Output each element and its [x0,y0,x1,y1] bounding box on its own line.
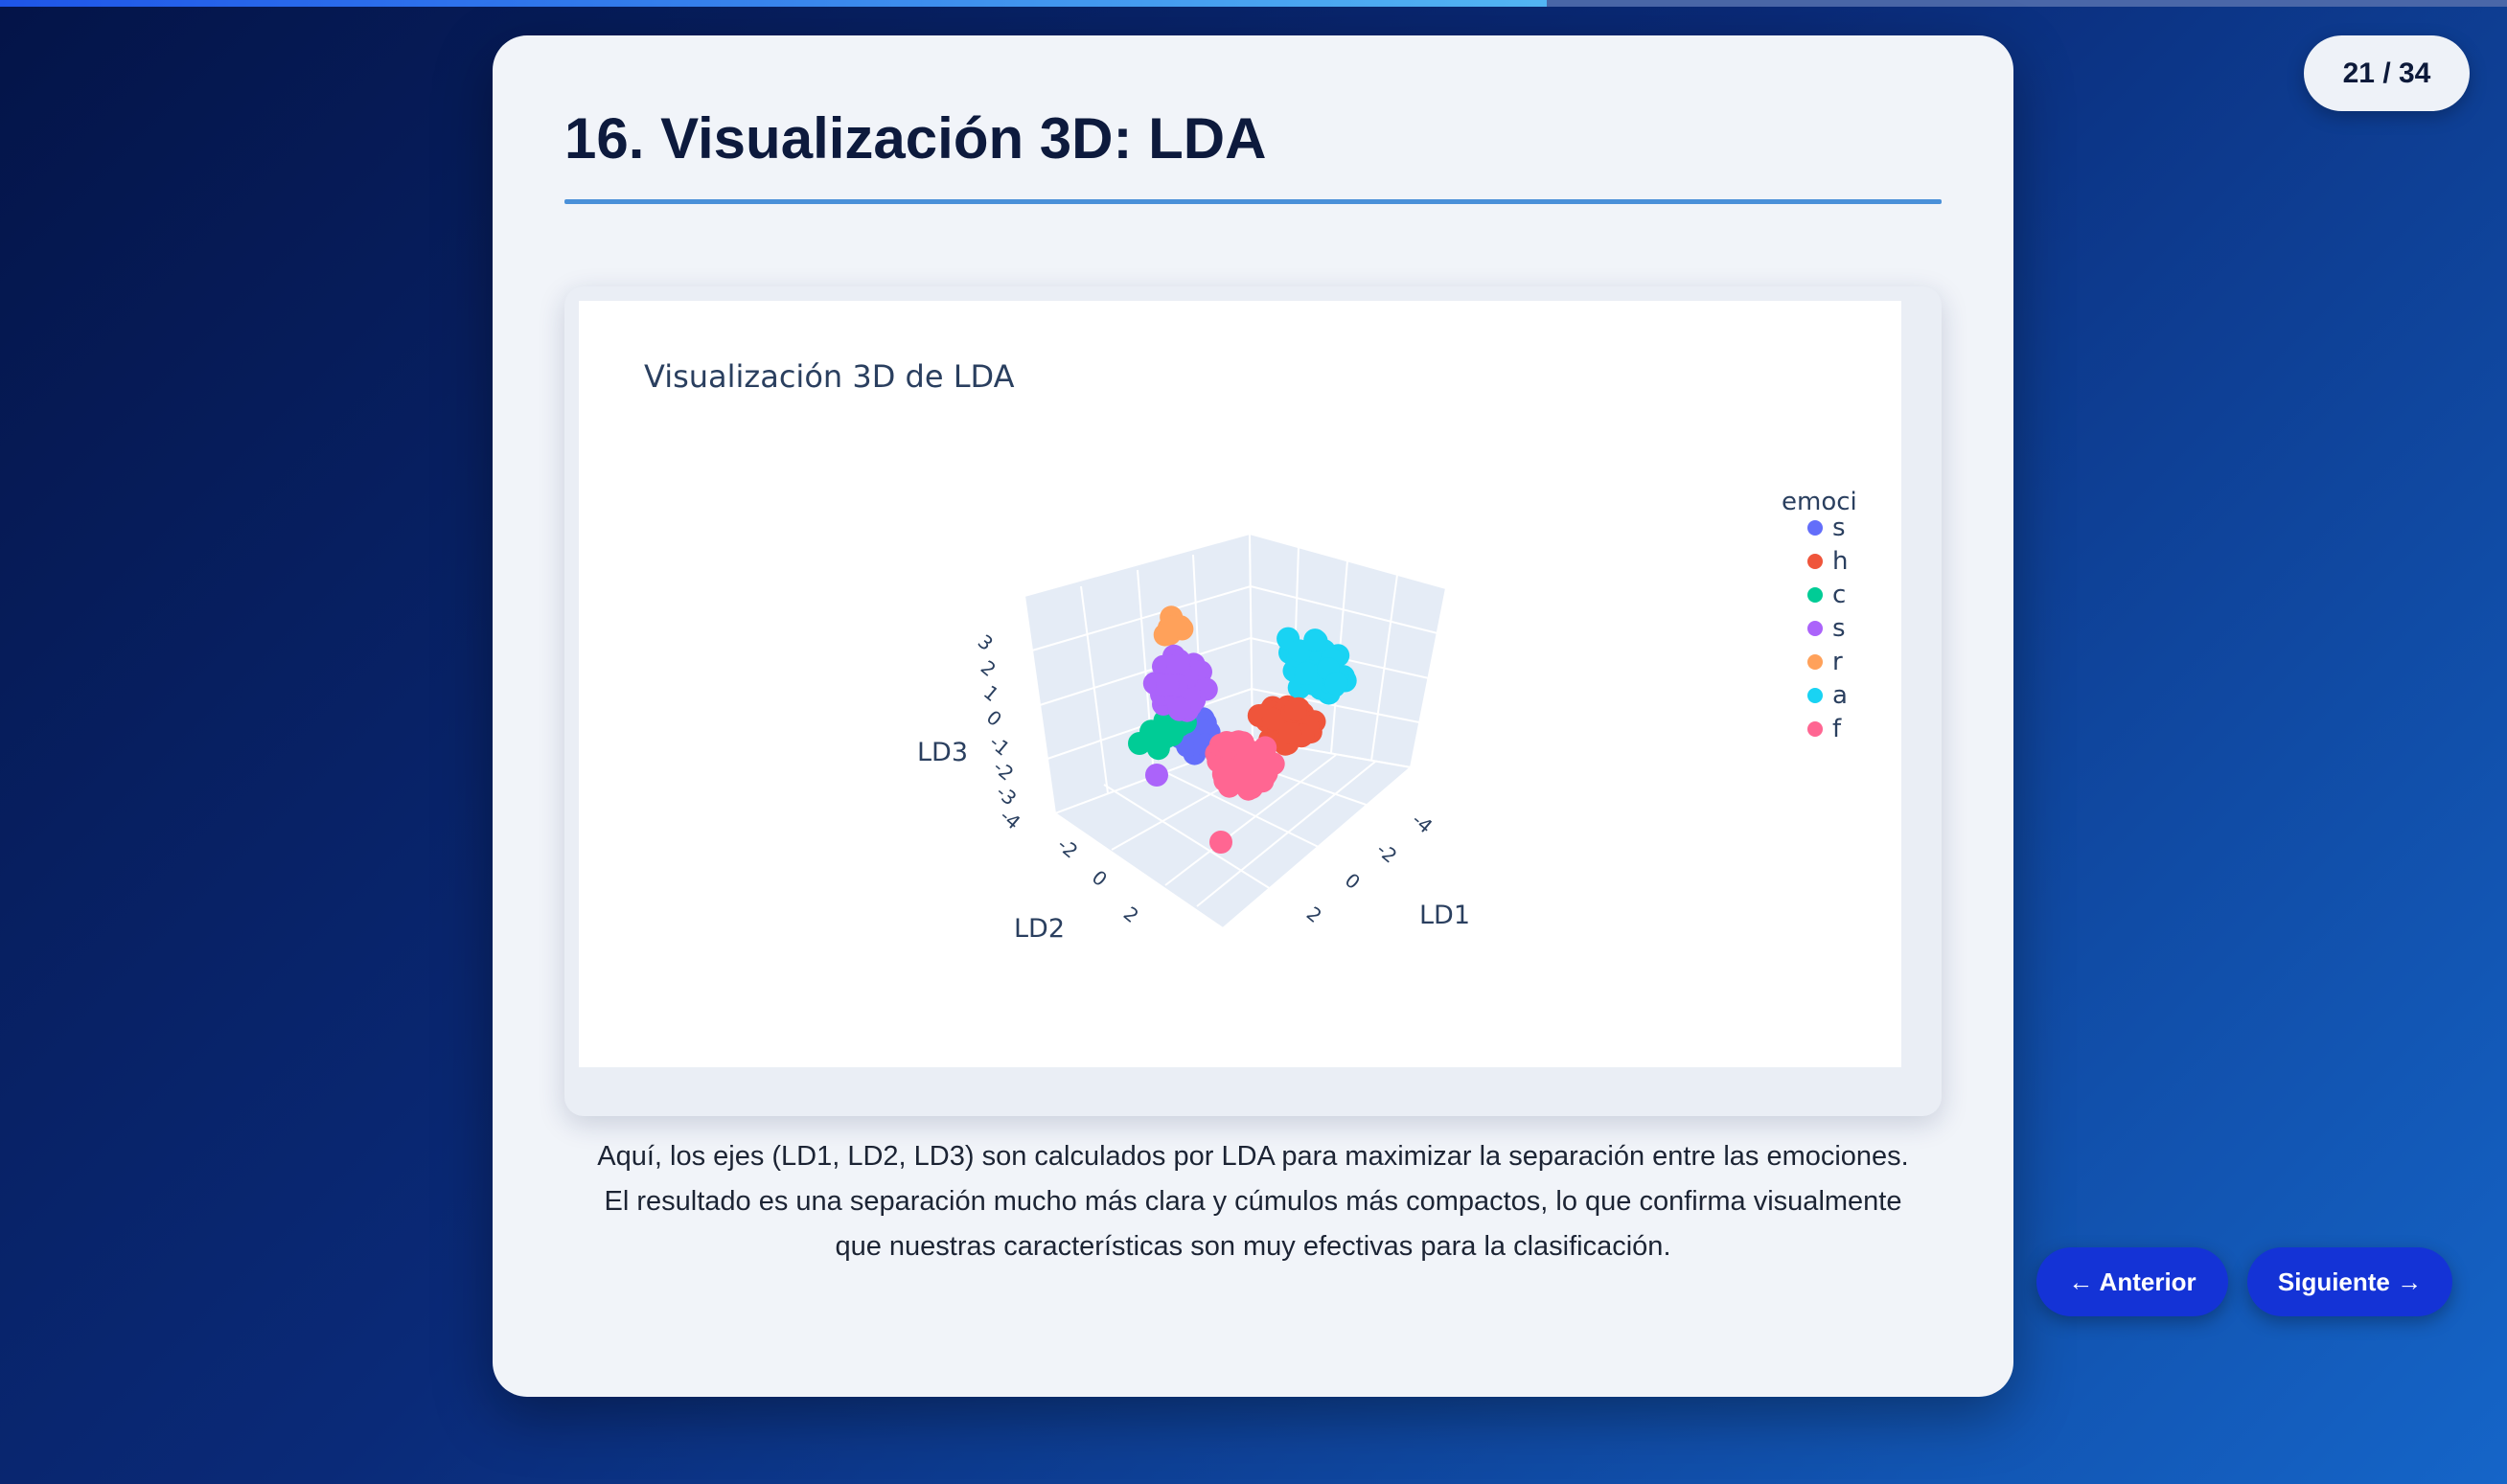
scatter-point [1154,717,1178,741]
scatter-point [1156,674,1180,696]
x-axis-tick-label: -2 [1372,837,1402,867]
axis-label-z: LD3 [917,738,968,767]
legend-marker [1807,621,1823,636]
z-axis-tick-label: 3 [974,629,998,655]
scatter-point [1161,615,1184,639]
z-axis-tick-label: 1 [979,680,1003,706]
slide-card: 16. Visualización 3D: LDA Visualización … [493,35,2013,1397]
page-counter: 21 / 34 [2304,35,2470,111]
z-axis-tick-label: 2 [977,655,1000,681]
scatter-point [1221,760,1245,784]
z-axis-tick-label: -1 [985,730,1015,760]
legend-marker [1807,554,1823,569]
x-axis-tick-label: 2 [1302,902,1326,927]
legend-label: c [1832,581,1846,609]
z-axis-tick-label: -4 [996,804,1025,833]
scatter-point [1209,831,1232,854]
chart-title: Visualización 3D de LDA [644,358,1015,395]
scatter-point [1278,721,1302,744]
scene-background [1023,532,1448,930]
scatter-point [1167,696,1191,720]
scatter-point [1128,732,1151,755]
axis-label-y: LD2 [1014,914,1065,944]
scatter-point [1214,731,1238,754]
chart-container: Visualización 3D de LDA [564,286,1942,1116]
scatter-point [1145,764,1168,787]
legend-label: r [1832,648,1843,676]
y-axis-tick-label: -2 [1053,833,1083,862]
legend-marker [1807,654,1823,670]
scatter-point [1303,628,1327,652]
legend-marker [1807,587,1823,603]
chart-plot-area[interactable]: Visualización 3D de LDA [579,301,1901,1067]
y-axis-tick-label: 0 [1088,865,1112,891]
scatter-point [1254,762,1278,786]
legend-label: s [1832,614,1846,643]
y-axis-tick-label: 2 [1119,902,1143,927]
scatter-point [1236,741,1260,765]
x-axis-tick-label: 0 [1341,868,1365,894]
lda-3d-scatter-chart[interactable]: Visualización 3D de LDA [579,301,1901,1067]
scatter-point [1261,707,1285,731]
scatter-points [1128,605,1357,854]
x-axis-tick-label: -4 [1408,808,1438,837]
legend-marker [1807,520,1823,536]
previous-button[interactable]: ← Anterior [2036,1247,2228,1316]
axis-label-x: LD1 [1419,901,1470,930]
scatter-point [1283,697,1307,721]
legend-label: a [1832,681,1848,710]
next-button[interactable]: Siguiente → [2247,1247,2452,1316]
legend-marker [1807,688,1823,703]
legend-marker [1807,721,1823,737]
legend-label: f [1832,715,1842,743]
scatter-point [1294,661,1318,685]
progress-bar-fill [0,0,1548,7]
scatter-point [1166,654,1190,678]
legend-title: emoci [1782,488,1857,516]
z-axis-tick-label: -2 [989,755,1019,785]
z-axis-tick-label: -3 [992,780,1022,810]
legend-label: s [1832,514,1846,542]
progress-bar [0,0,2507,7]
slide-title: 16. Visualización 3D: LDA [564,106,1267,171]
scatter-point [1324,672,1348,696]
legend-label: h [1832,547,1848,576]
title-underline [564,199,1942,204]
z-axis-tick-label: 0 [982,705,1006,731]
slide-caption: Aquí, los ejes (LD1, LD2, LD3) son calcu… [597,1141,1909,1262]
